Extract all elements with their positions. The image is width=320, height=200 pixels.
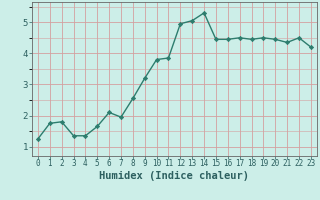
X-axis label: Humidex (Indice chaleur): Humidex (Indice chaleur) [100, 171, 249, 181]
